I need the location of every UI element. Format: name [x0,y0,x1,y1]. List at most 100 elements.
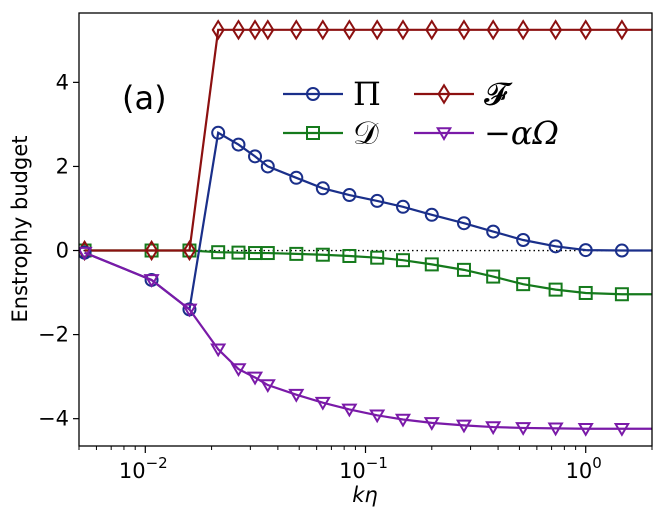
y-axis-label: Enstrophy budget [8,136,32,323]
data-point-pi [370,193,385,208]
data-point-pi [395,199,410,214]
data-point-dissipation [289,246,304,261]
x-axis-label: kη [352,483,377,507]
data-point-forcing [248,19,262,41]
series-pi [79,125,652,317]
x-tick-base: 10 [339,459,366,483]
data-point-forcing [211,19,225,41]
data-point-dissipation [456,262,471,277]
data-point-dissipation [370,250,385,265]
y-tick-label: 4 [56,70,69,94]
data-point-alpha-omega [547,422,564,437]
legend-label-alpha-omega: −αΩ [484,114,559,152]
data-point-pi [315,181,330,196]
data-point-dissipation [578,285,593,300]
data-point-forcing [231,19,246,41]
legend-entry-pi: Π [283,75,381,113]
data-point-pi [342,188,357,203]
data-point-alpha-omega [341,403,358,418]
data-point-alpha-omega [423,417,440,431]
data-point-dissipation [315,247,330,262]
x-tick-base: 10 [119,459,146,483]
series-line-pi [84,131,652,312]
data-point-dissipation [548,282,563,297]
data-point-dissipation [486,269,501,284]
legend-label-dissipation: 𝒟 [353,114,379,152]
y-tick-label: 0 [56,239,69,263]
legend-marker-dissipation [306,126,320,140]
data-point-forcing [579,19,593,41]
y-tick-label: −2 [38,323,69,347]
data-point-alpha-omega [259,379,276,394]
data-point-forcing [396,19,410,41]
legend-entry-dissipation: 𝒟 [283,114,379,152]
series-alpha-omega [79,246,652,437]
data-point-alpha-omega [455,419,473,434]
data-point-alpha-omega [485,421,502,436]
data-point-forcing [486,19,500,41]
panel-label: (a) [122,79,167,117]
data-point-pi [614,243,629,258]
series-layer [79,19,652,437]
legend-marker-forcing [437,83,451,105]
data-point-forcing [342,19,356,41]
data-point-alpha-omega [143,274,160,288]
series-dissipation [79,243,652,302]
data-point-forcing [615,19,629,41]
data-point-pi [516,233,531,248]
data-point-forcing [425,19,439,41]
data-point-pi [548,239,563,254]
data-point-forcing [549,19,563,41]
data-point-pi [231,137,246,152]
data-point-forcing [182,239,197,262]
y-tick-label: −4 [38,407,69,431]
data-point-pi [211,125,226,140]
data-point-dissipation [231,245,246,260]
data-point-dissipation [342,248,357,263]
data-point-dissipation [211,245,226,260]
data-point-alpha-omega [369,409,386,424]
data-point-alpha-omega [79,246,93,261]
x-tick-label: 100 [566,454,602,483]
x-tick-exponent: 0 [592,454,602,472]
data-point-pi [424,207,439,222]
data-point-alpha-omega [613,422,630,437]
legend-label-pi: Π [353,75,381,113]
data-point-alpha-omega [314,396,331,411]
x-tick-base: 10 [566,459,593,483]
legend-marker-pi [306,87,320,101]
data-point-forcing [316,19,330,41]
data-point-pi [486,224,501,239]
legend-entry-forcing: 𝓕 [414,75,513,113]
data-point-forcing [370,19,384,41]
x-tick-exponent: −1 [366,454,388,472]
data-point-forcing [261,19,275,41]
x-tick-exponent: −2 [146,454,168,472]
y-tick-label: 2 [56,154,69,178]
data-point-pi [260,159,275,174]
data-point-alpha-omega [210,343,227,358]
data-point-dissipation [395,253,410,268]
data-point-alpha-omega [515,422,532,436]
series-forcing [79,19,652,262]
data-point-pi [578,243,593,258]
data-point-forcing [289,19,303,41]
x-tick-label: 10−1 [339,454,388,483]
data-point-pi [248,149,263,164]
data-point-pi [289,170,304,185]
data-point-dissipation [614,287,629,302]
data-point-alpha-omega [577,422,594,437]
data-point-dissipation [424,257,439,272]
data-point-pi [456,216,471,231]
data-point-alpha-omega [246,371,264,386]
series-line-alpha-omega [84,251,652,430]
legend-entry-alpha-omega: −αΩ [414,114,559,152]
data-point-forcing [457,19,471,41]
data-point-alpha-omega [394,413,412,428]
data-point-alpha-omega [230,363,247,378]
x-tick-label: 10−2 [119,454,168,483]
legend: Π 𝓕 𝒟 −αΩ [283,75,559,152]
data-point-dissipation [516,277,531,292]
